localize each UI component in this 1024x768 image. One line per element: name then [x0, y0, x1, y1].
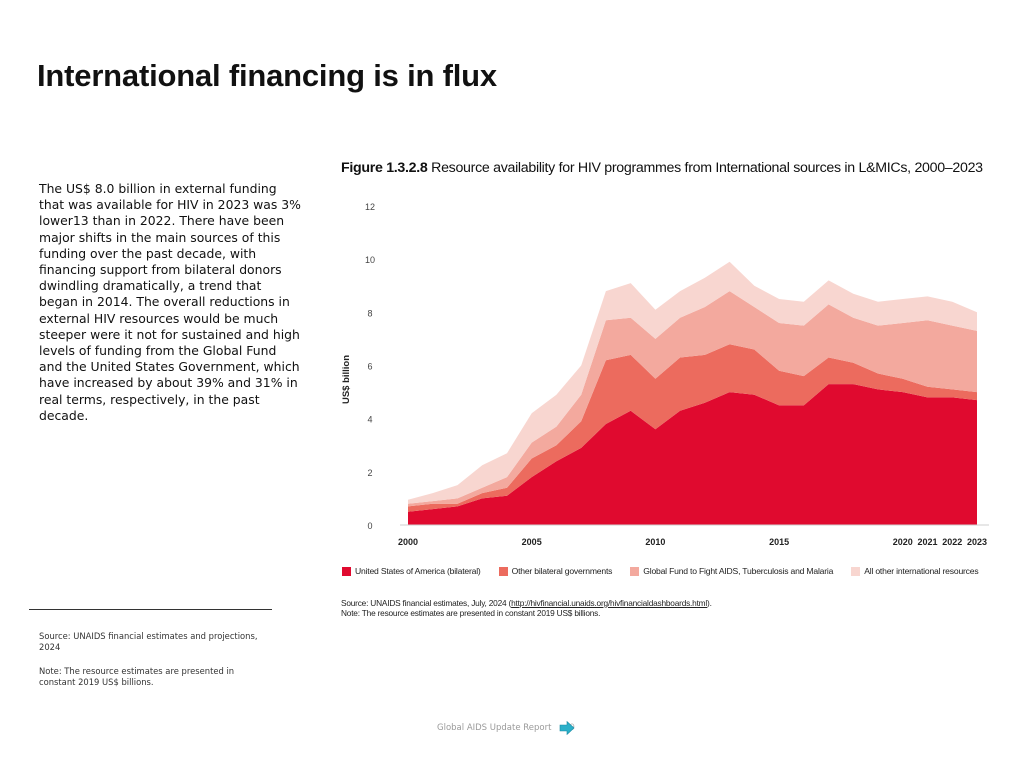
chart-source-prefix: Source: UNAIDS financial estimates, July… — [341, 598, 512, 608]
x-tick-label: 2021 — [917, 537, 937, 547]
figure-title: Figure 1.3.2.8 Resource availability for… — [341, 160, 1001, 176]
slide-title: International financing is in flux — [37, 58, 497, 93]
area-chart: 0 2 4 6 8 10 12 2000 2005 2010 2015 2020 2021 2022 202… — [341, 202, 989, 547]
legend-label-other-bilateral: Other bilateral governments — [511, 566, 613, 576]
legend-item-other-bilateral: Other bilateral governments — [498, 566, 613, 576]
legend-item-global-fund: Global Fund to Fight AIDS, Tuberculosis … — [630, 566, 833, 576]
area-series-4 — [408, 261, 977, 504]
legend-label-other-international: All other international resources — [864, 566, 979, 576]
y-tick-label: 0 — [367, 521, 372, 531]
legend-swatch-other-international — [851, 566, 861, 576]
legend-label-global-fund: Global Fund to Fight AIDS, Tuberculosis … — [643, 566, 834, 576]
area-series-2 — [408, 344, 977, 512]
y-tick-label: 4 — [367, 415, 372, 425]
chart-legend: United States of America (bilateral) Oth… — [342, 566, 982, 576]
x-tick-label: 2022 — [942, 537, 962, 547]
x-tick-label: 2005 — [522, 537, 542, 547]
chart-source: Source: UNAIDS financial estimates, July… — [341, 598, 712, 618]
x-tick-label: 2015 — [769, 537, 789, 547]
y-tick-label: 12 — [365, 202, 375, 212]
x-tick-label: 2000 — [398, 537, 418, 547]
chart-source-suffix: ). — [707, 598, 712, 608]
footer-label: Global AIDS Update Report — [437, 723, 552, 733]
y-axis-label: US$ billion — [341, 355, 352, 404]
legend-swatch-other-bilateral — [498, 566, 508, 576]
area-series-1 — [408, 384, 977, 525]
chart-note: Note: The resource estimates are present… — [341, 608, 601, 618]
y-tick-label: 2 — [367, 468, 372, 478]
y-tick-label: 8 — [367, 308, 372, 318]
x-tick-label: 2023 — [967, 537, 987, 547]
figure-caption: Resource availability for HIV programmes… — [431, 160, 983, 176]
x-tick-label: 2020 — [893, 537, 913, 547]
legend-swatch-global-fund — [630, 566, 640, 576]
y-tick-label: 6 — [367, 362, 372, 372]
area-series-3 — [408, 291, 977, 507]
figure-number: Figure 1.3.2.8 — [341, 160, 428, 176]
legend-item-other-international: All other international resources — [851, 566, 979, 576]
next-arrow-icon[interactable] — [559, 720, 575, 736]
legend-label-usa: United States of America (bilateral) — [355, 566, 481, 576]
body-paragraph: The US$ 8.0 billion in external funding … — [39, 181, 301, 423]
legend-item-usa: United States of America (bilateral) — [342, 566, 481, 576]
legend-swatch-usa — [342, 566, 351, 576]
footer: Global AIDS Update Report 9 — [437, 720, 575, 736]
chart-source-link[interactable]: http://hivfinancial.unaids.org/hivfinanc… — [511, 598, 708, 608]
footnote-divider — [29, 609, 272, 610]
footnote-note: Note: The resource estimates are present… — [39, 666, 235, 687]
y-tick-label: 10 — [365, 255, 375, 265]
x-tick-label: 2010 — [645, 537, 665, 547]
footnote-source: Source: UNAIDS financial estimates and p… — [39, 631, 258, 652]
